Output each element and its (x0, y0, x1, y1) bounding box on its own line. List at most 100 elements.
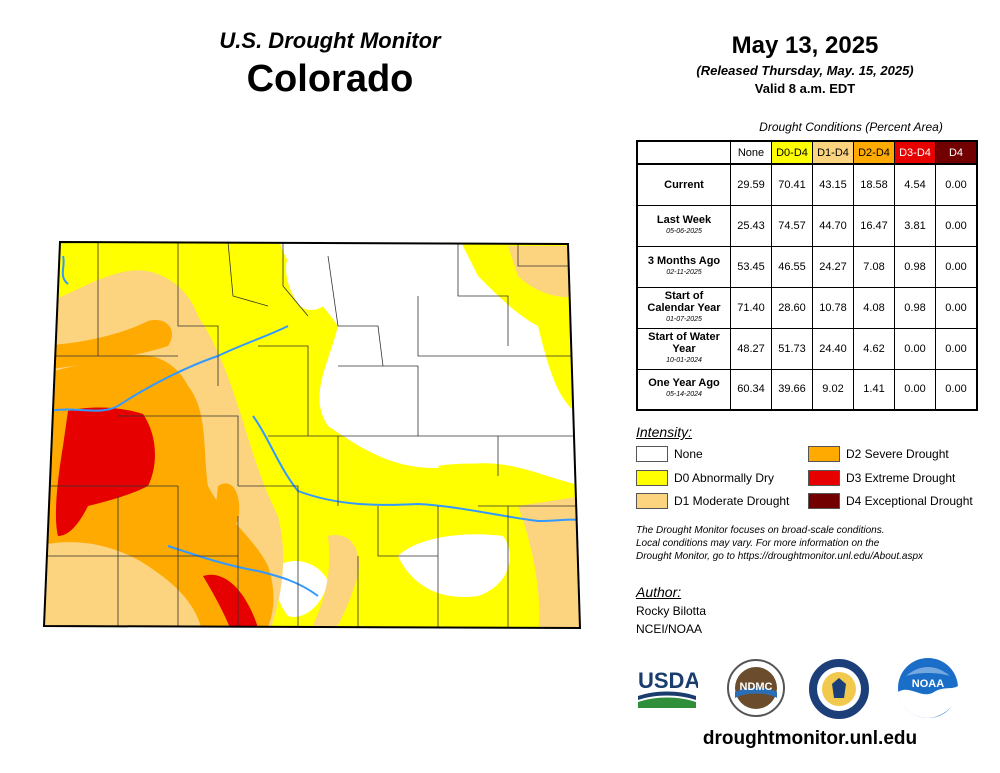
table-cell: 28.60 (771, 286, 813, 329)
table-cell: 0.00 (935, 204, 978, 247)
col-header: D2-D4 (853, 140, 895, 165)
row-date: 05-06-2025 (666, 227, 702, 235)
table-caption: Drought Conditions (Percent Area) (759, 120, 943, 134)
table-row: Start of Calendar Year 01-07-2025 71.40 28.… (636, 286, 978, 329)
commerce-seal-logo (809, 659, 869, 719)
table-cell: 29.59 (730, 163, 772, 206)
usda-logo: USDA (638, 668, 698, 708)
legend-swatch (636, 470, 668, 486)
table-cell: 0.00 (935, 163, 978, 206)
map-date: May 13, 2025 (731, 32, 879, 59)
row-date: 02-11-2025 (666, 268, 702, 276)
usda-logo-text: USDA (638, 668, 698, 693)
row-label-text: Last Week (656, 213, 712, 226)
disclaimer-note: The Drought Monitor focuses on broad-sca… (636, 524, 996, 563)
table-row: Start of Water Year 10-01-2024 48.27 51.73 2… (636, 327, 978, 370)
row-label-text: Start of Calendar Year (647, 289, 721, 314)
website-link[interactable]: droughtmonitor.unl.edu (702, 728, 918, 749)
legend-label: None (674, 447, 703, 461)
noaa-logo: NOAA (898, 658, 958, 718)
arkansas-river (252, 415, 580, 523)
legend-swatch (808, 493, 840, 509)
col-header: D3-D4 (894, 140, 936, 165)
nw-river (61, 255, 69, 285)
valid-time: Valid 8 a.m. EDT (754, 81, 856, 96)
title-block: U.S. Drought Monitor Colorado (140, 28, 520, 101)
row-label-text: Current (664, 178, 704, 191)
table-cell: 7.08 (853, 245, 895, 288)
area-d1-sc (308, 535, 359, 628)
table-cell: 0.00 (894, 327, 936, 370)
row-label: Start of Calendar Year 01-07-2025 (636, 286, 731, 329)
table-cell: 0.98 (894, 245, 936, 288)
row-label: One Year Ago 05-14-2024 (636, 368, 731, 411)
table-row: Current 29.59 70.41 43.15 18.58 4.54 0.00 (636, 163, 978, 206)
row-label: Start of Water Year 10-01-2024 (636, 327, 731, 370)
table-cell: 25.43 (730, 204, 772, 247)
row-date: 10-01-2024 (666, 356, 702, 364)
note-line: Drought Monitor, go to https://droughtmo… (636, 551, 924, 562)
table-cell: 53.45 (730, 245, 772, 288)
table-cell: 51.73 (771, 327, 813, 370)
table-cell: 71.40 (730, 286, 772, 329)
area-none-east (337, 289, 528, 459)
table-header-row: None D0-D4 D1-D4 D2-D4 D3-D4 D4 (637, 140, 978, 165)
table-cell: 44.70 (812, 204, 854, 247)
table-cell: 0.00 (935, 327, 978, 370)
ndmc-logo: NDMC (727, 659, 785, 717)
area-d3-west (55, 407, 155, 536)
note-line: Local conditions may vary. For more info… (636, 538, 880, 549)
area-none-se (398, 534, 510, 598)
legend-title: Intensity: (636, 424, 693, 440)
table-cell: 3.81 (894, 204, 936, 247)
area-d2-nw (44, 320, 172, 371)
row-label-text: 3 Months Ago (647, 254, 721, 267)
legend-item-d1: D1 Moderate Drought (636, 493, 789, 509)
legend-swatch (808, 470, 840, 486)
area-d2-central (215, 483, 240, 529)
table-cell: 16.47 (853, 204, 895, 247)
table-cell: 4.62 (853, 327, 895, 370)
table-cell: 24.27 (812, 245, 854, 288)
legend-item-d3: D3 Extreme Drought (808, 470, 955, 486)
note-line: The Drought Monitor focuses on broad-sca… (636, 525, 885, 536)
state-border (42, 240, 582, 630)
author-name: Rocky Bilotta (636, 604, 707, 618)
author-title: Author: (636, 584, 682, 600)
table-row: One Year Ago 05-14-2024 60.34 39.66 9.02 1.41… (636, 368, 978, 411)
legend-swatch (636, 446, 668, 462)
area-none-sc (276, 561, 328, 617)
row-date: 05-14-2024 (666, 391, 702, 399)
table-cell: 10.78 (812, 286, 854, 329)
noaa-logo-text: NOAA (912, 678, 944, 690)
table-cell: 70.41 (771, 163, 813, 206)
table-cell: 74.57 (771, 204, 813, 247)
legend-swatch (808, 446, 840, 462)
legend-swatch (636, 493, 668, 509)
legend-item-d0: D0 Abnormally Dry (636, 470, 774, 486)
area-d0-e (438, 463, 538, 497)
row-label: Last Week 05-06-2025 (636, 204, 731, 247)
row-label: Current (636, 163, 731, 206)
area-d1-se (518, 496, 580, 628)
table-cell: 1.41 (853, 368, 895, 411)
rio-grande (167, 545, 319, 597)
legend-item-none: None (636, 446, 703, 462)
county-lines (44, 242, 578, 628)
released-date: (Released Thursday, May. 15, 2025) (696, 63, 914, 78)
map-subtitle: U.S. Drought Monitor (219, 28, 441, 53)
legend-label: D4 Exceptional Drought (846, 494, 973, 508)
author-org: NCEI/NOAA (636, 622, 703, 636)
col-header: D0-D4 (771, 140, 813, 165)
area-d1-ne (508, 246, 580, 298)
colorado-drought-map (42, 240, 582, 630)
table-cell: 43.15 (812, 163, 854, 206)
legend-item-d2: D2 Severe Drought (808, 446, 949, 462)
area-none-nc (286, 255, 338, 311)
area-d1-s (44, 542, 203, 628)
table-cell: 0.00 (935, 286, 978, 329)
table-corner (637, 141, 731, 165)
row-label-text: Start of Water Year (648, 330, 720, 355)
legend-label: D2 Severe Drought (846, 447, 949, 461)
table-cell: 4.54 (894, 163, 936, 206)
